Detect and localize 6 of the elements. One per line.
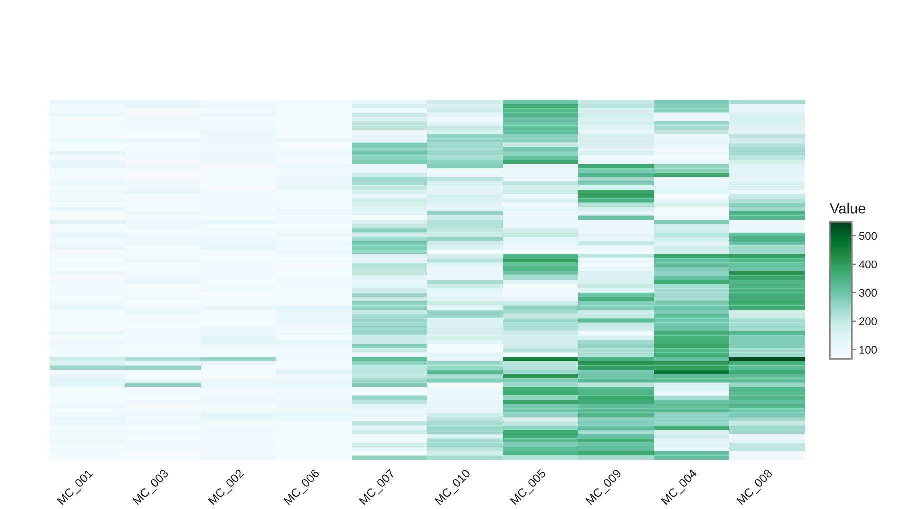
color-bar-label: 500 bbox=[859, 232, 878, 240]
color-bar-label: 200 bbox=[860, 318, 878, 326]
color-bar-label: 400 bbox=[859, 260, 878, 269]
color-bar-label: 300 bbox=[859, 289, 878, 298]
color-bar-label: 100 bbox=[860, 346, 878, 354]
color-bar-title: Value bbox=[830, 203, 866, 214]
